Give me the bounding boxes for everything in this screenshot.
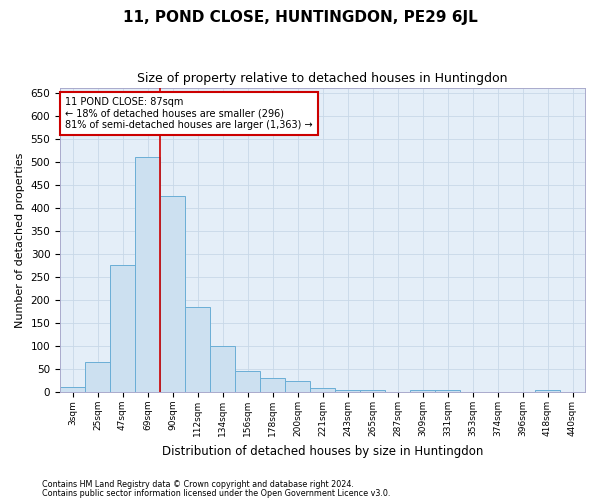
Bar (435, 390, 460, 392)
Bar (285, 380, 310, 392)
Y-axis label: Number of detached properties: Number of detached properties (15, 152, 25, 328)
Bar (210, 346, 235, 392)
X-axis label: Distribution of detached houses by size in Huntingdon: Distribution of detached houses by size … (162, 444, 483, 458)
Bar (60, 386, 85, 392)
Bar (310, 388, 335, 392)
Bar (235, 372, 260, 392)
Bar (135, 157, 160, 392)
Bar (185, 307, 210, 392)
Text: 11 POND CLOSE: 87sqm
← 18% of detached houses are smaller (296)
81% of semi-deta: 11 POND CLOSE: 87sqm ← 18% of detached h… (65, 97, 313, 130)
Bar (110, 266, 135, 392)
Bar (335, 390, 360, 392)
Text: 11, POND CLOSE, HUNTINGDON, PE29 6JL: 11, POND CLOSE, HUNTINGDON, PE29 6JL (122, 10, 478, 25)
Bar (85, 362, 110, 392)
Text: Contains public sector information licensed under the Open Government Licence v3: Contains public sector information licen… (42, 488, 391, 498)
Text: Contains HM Land Registry data © Crown copyright and database right 2024.: Contains HM Land Registry data © Crown c… (42, 480, 354, 489)
Title: Size of property relative to detached houses in Huntingdon: Size of property relative to detached ho… (137, 72, 508, 86)
Bar (160, 196, 185, 392)
Bar (410, 390, 435, 392)
Bar (535, 390, 560, 392)
Bar (260, 378, 285, 392)
Bar (360, 390, 385, 392)
